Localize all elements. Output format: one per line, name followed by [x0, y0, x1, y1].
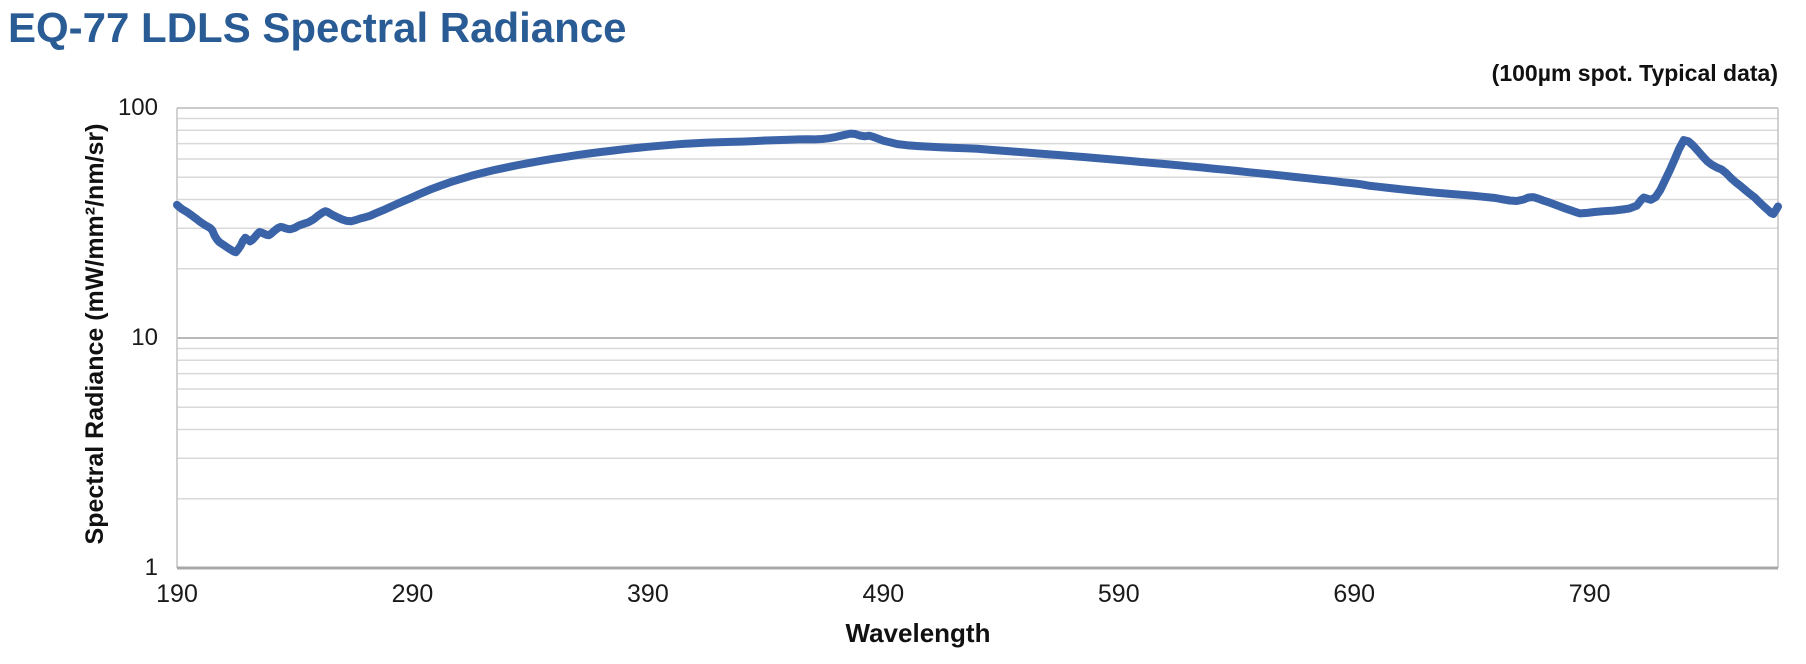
y-tick-label: 1	[144, 554, 158, 581]
x-tick-label: 690	[1333, 580, 1376, 608]
radiance-curve	[173, 129, 1782, 257]
y-tick-label: 100	[117, 94, 158, 121]
chart-title: EQ-77 LDLS Spectral Radiance	[8, 4, 627, 51]
x-tick-label: 290	[391, 580, 434, 608]
x-tick-label: 390	[627, 580, 669, 608]
x-tick-label: 790	[1568, 580, 1611, 608]
y-tick-label: 10	[131, 324, 158, 351]
chart-note: (100µm spot. Typical data)	[1491, 60, 1778, 86]
x-axis-title: Wavelength	[845, 618, 991, 648]
x-tick-label: 590	[1097, 580, 1140, 608]
x-tick-label: 490	[862, 580, 905, 608]
x-tick-label: 190	[156, 580, 198, 608]
